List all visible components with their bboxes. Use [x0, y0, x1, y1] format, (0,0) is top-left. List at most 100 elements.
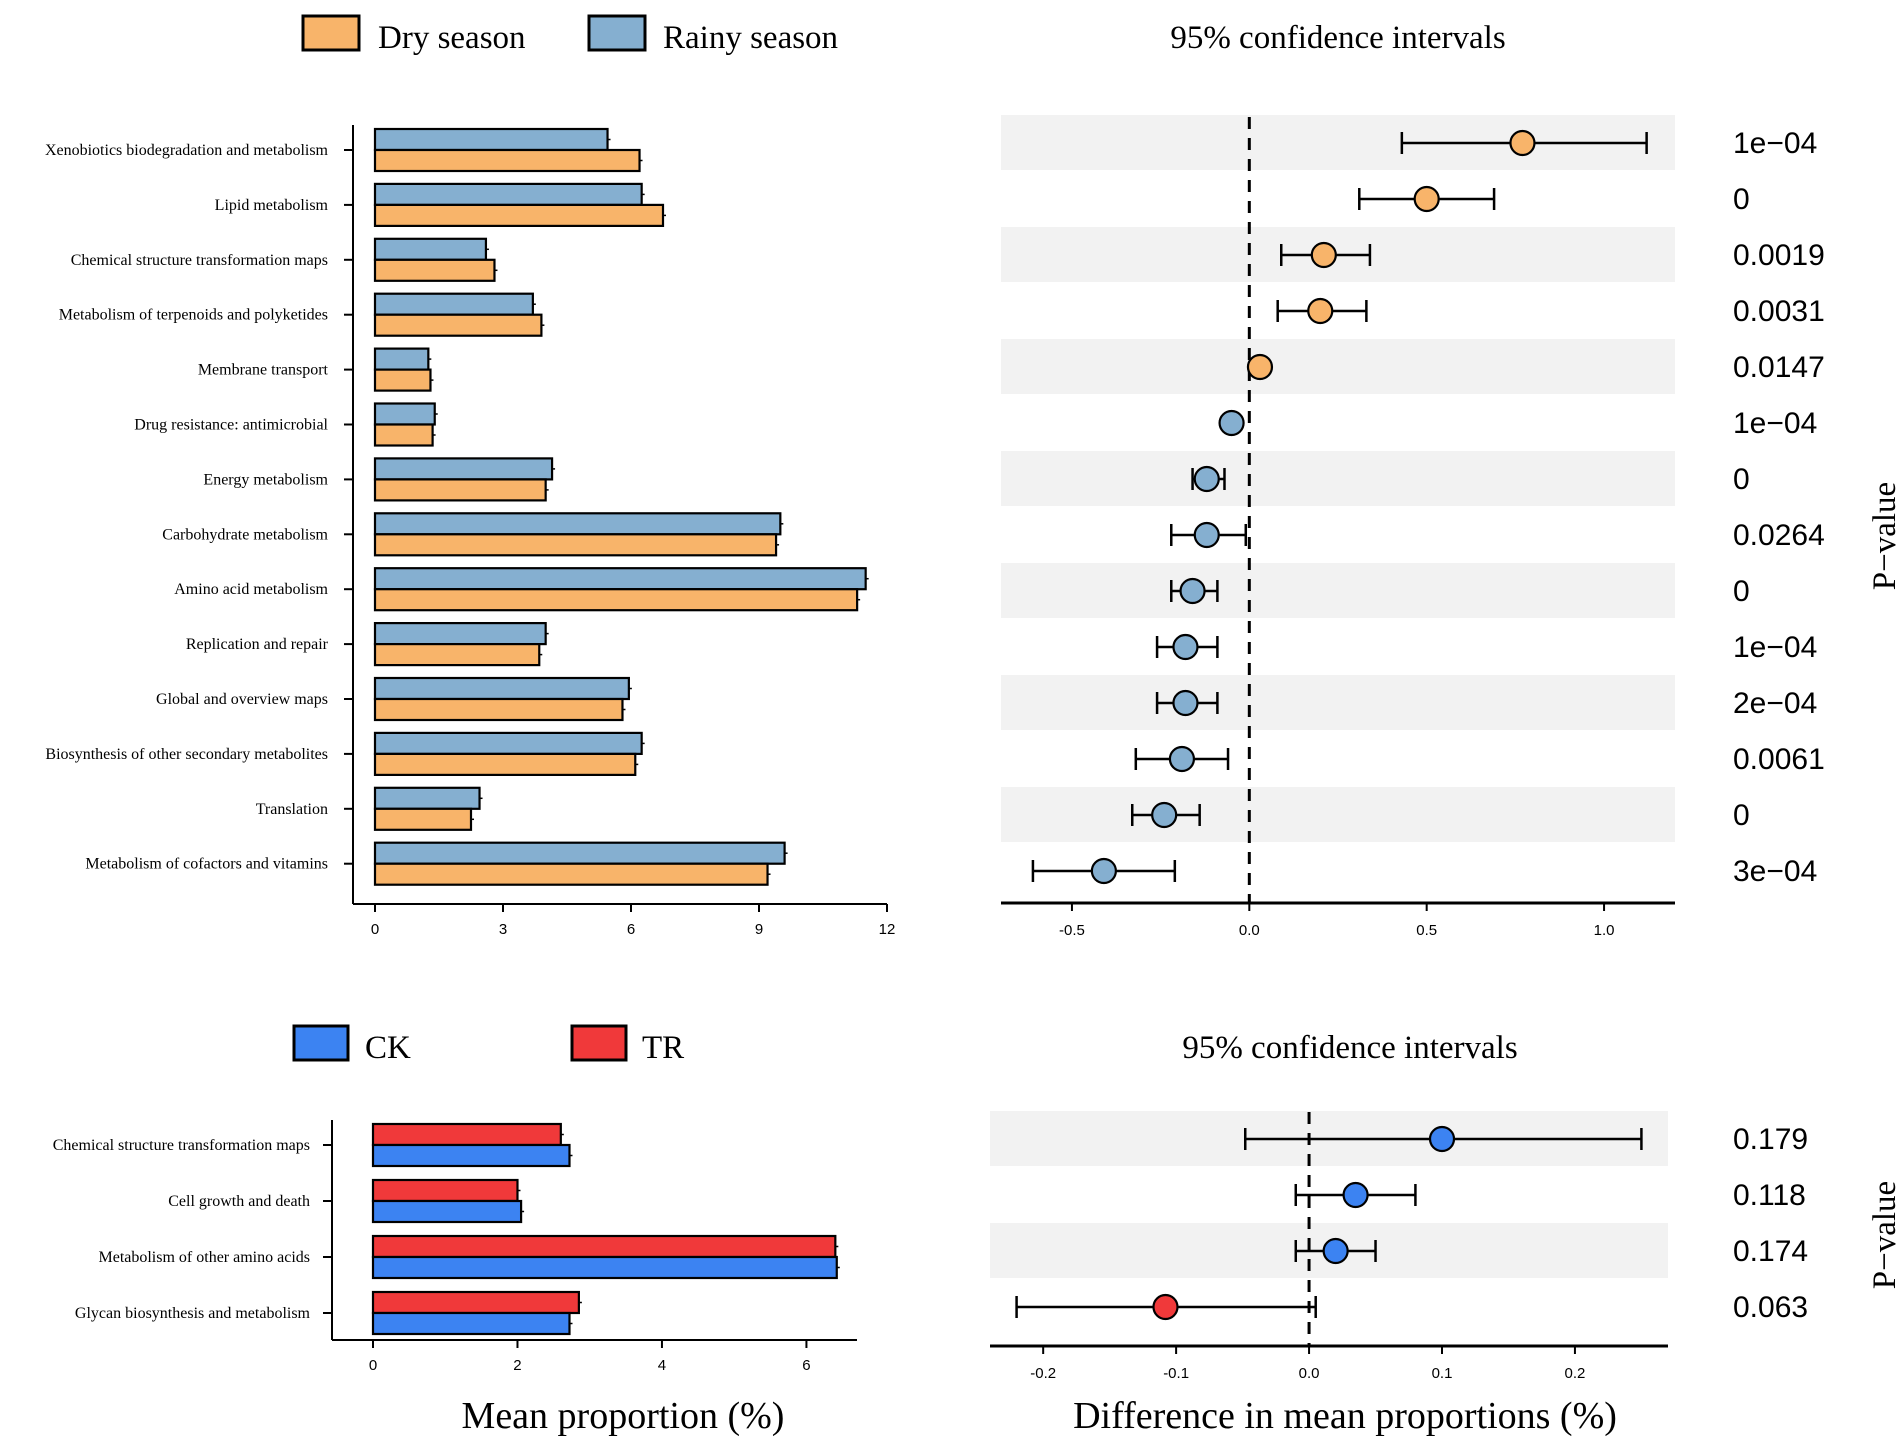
legend-label-ck: CK: [365, 1030, 411, 1066]
legend-bottom: CK TR: [292, 1024, 684, 1066]
bar: [373, 402, 436, 426]
bar: [373, 862, 769, 886]
x-tick-label: 6: [627, 921, 635, 938]
diff-point: [1322, 1237, 1349, 1265]
x-tick-label: 0.1: [1432, 1365, 1453, 1382]
category-label: Cell growth and death: [168, 1193, 310, 1210]
legend-swatch-tr: [570, 1024, 628, 1062]
x-tick-label: 0.2: [1565, 1365, 1586, 1382]
bar: [371, 1290, 580, 1315]
diff-point: [1246, 353, 1274, 381]
x-tick-label: 0.0: [1239, 922, 1260, 939]
x-tick-label: 0: [371, 921, 379, 938]
p-value: 1e−04: [1733, 407, 1817, 440]
bar: [371, 1234, 837, 1259]
diff-point: [1172, 689, 1199, 717]
p-value: 0: [1733, 799, 1750, 832]
category-label: Membrane transport: [198, 362, 329, 379]
p-value: 2e−04: [1733, 687, 1817, 720]
p-value: 1e−04: [1733, 631, 1817, 664]
stripe: [1001, 339, 1675, 394]
category-label: Biosynthesis of other secondary metaboli…: [45, 746, 328, 763]
legend-label-dry: Dry season: [378, 20, 526, 56]
bar: [373, 621, 547, 646]
legend-swatch-dry: [301, 14, 361, 52]
ci-title-top: 95% confidence intervals: [1170, 20, 1505, 56]
diff-point: [1152, 1293, 1179, 1321]
stripe: [1001, 451, 1675, 506]
bar: [373, 237, 488, 261]
category-label: Energy metabolism: [203, 471, 328, 488]
category-label: Xenobiotics biodegradation and metabolis…: [45, 142, 329, 159]
bar: [373, 697, 624, 722]
category-label: Carbohydrate metabolism: [162, 526, 328, 543]
x-tick-label: 3: [499, 921, 507, 938]
bar: [373, 642, 541, 667]
diff-point: [1413, 185, 1440, 213]
category-label: Chemical structure transformation maps: [71, 252, 328, 269]
ci-panel-top: 1e−04 0 0.0019 0.0031 0.0147 1e−04 0 0.0264 0 1e−…: [1001, 115, 1825, 939]
diff-point: [1193, 521, 1220, 549]
diff-point: [1179, 577, 1206, 605]
category-label: Metabolism of terpenoids and polyketides: [59, 307, 328, 324]
bar: [371, 1255, 838, 1280]
legend-swatch-rainy: [587, 14, 647, 52]
p-value: 0.0147: [1733, 351, 1825, 384]
ci-title-bottom: 95% confidence intervals: [1182, 1030, 1517, 1066]
bar: [373, 292, 534, 316]
bar: [373, 423, 434, 447]
diff-point: [1193, 465, 1220, 493]
bar: [373, 127, 609, 152]
x-tick-label: 0.5: [1416, 922, 1437, 939]
diff-point: [1172, 633, 1199, 661]
category-label: Global and overview maps: [156, 691, 328, 708]
category-label: Replication and repair: [186, 636, 329, 653]
category-label: Glycan biosynthesis and metabolism: [75, 1305, 311, 1322]
category-label: Chemical structure transformation maps: [53, 1137, 310, 1154]
diff-point: [1090, 857, 1117, 885]
bar: [373, 258, 496, 282]
x-tick-label: -0.5: [1059, 922, 1085, 939]
bar: [371, 1311, 571, 1336]
x-tick-label: 0: [369, 1357, 377, 1374]
bar: [373, 752, 637, 777]
p-value: 0.0061: [1733, 743, 1825, 776]
bar: [371, 1199, 523, 1224]
bar: [373, 588, 859, 612]
bar: [373, 512, 782, 536]
category-label: Drug resistance: antimicrobial: [134, 417, 328, 434]
category-label: Lipid metabolism: [215, 197, 329, 214]
category-label: Translation: [256, 801, 328, 818]
legend-swatch-ck: [292, 1024, 350, 1062]
x-tick-label: 6: [802, 1357, 810, 1374]
bar: [373, 148, 641, 173]
bar: [373, 313, 543, 337]
bar: [373, 676, 630, 701]
p-value: 0.179: [1733, 1123, 1808, 1156]
p-value: 0.118: [1733, 1179, 1806, 1212]
diff-point: [1509, 129, 1536, 157]
legend-top: Dry season Rainy season: [301, 14, 838, 56]
diff-point: [1151, 801, 1178, 829]
x-tick-label: 1.0: [1594, 922, 1615, 939]
ci-x-axis-label: Difference in mean proportions (%): [1073, 1395, 1617, 1437]
bar-x-axis-label: Mean proportion (%): [462, 1395, 785, 1437]
bar: [373, 567, 867, 591]
bar: [373, 807, 473, 831]
diff-point: [1218, 409, 1245, 437]
bar: [373, 533, 778, 557]
bar: [371, 1143, 571, 1168]
bar: [373, 182, 643, 206]
bar: [373, 368, 432, 392]
bar: [373, 478, 547, 502]
legend-label-tr: TR: [642, 1030, 684, 1066]
p-value: 0: [1733, 575, 1750, 608]
x-tick-label: -0.2: [1030, 1365, 1056, 1382]
diff-point: [1168, 745, 1196, 773]
x-tick-label: 9: [755, 921, 763, 938]
bar: [373, 347, 430, 371]
p-value: 0: [1733, 463, 1750, 496]
p-value: 0.0019: [1733, 239, 1825, 272]
stripe: [1001, 787, 1675, 842]
